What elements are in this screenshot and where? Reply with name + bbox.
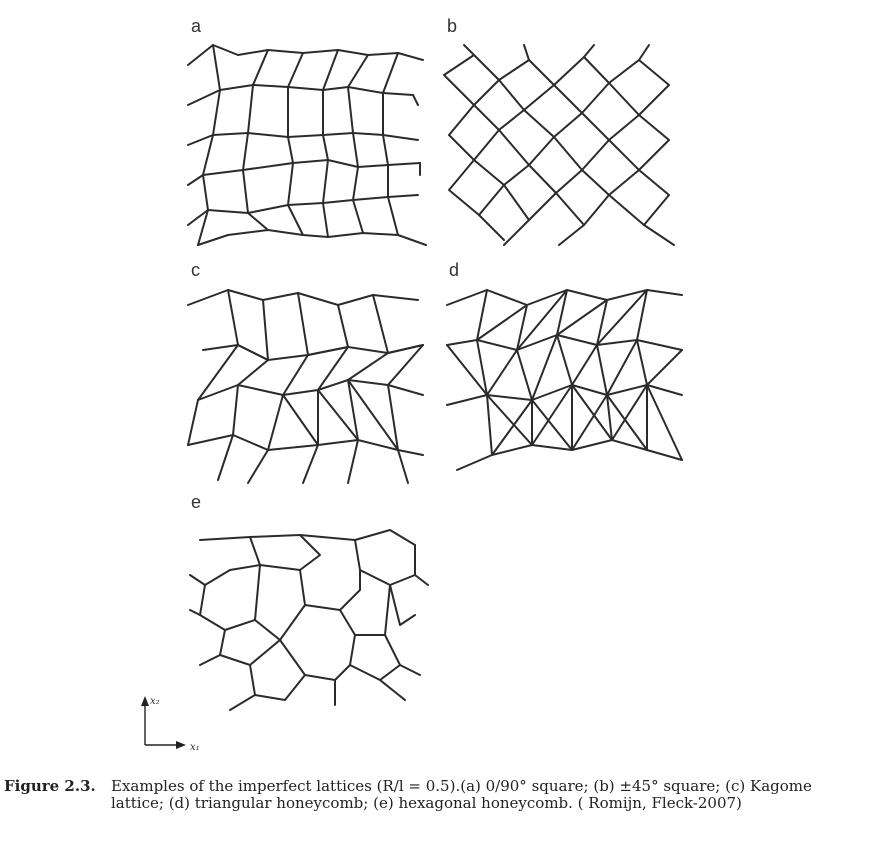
axis-indicator: x₂ x₁ — [141, 696, 200, 753]
lattice-kagome — [187, 289, 424, 484]
x2-label: x₂ — [150, 696, 160, 707]
figure-caption-text: Examples of the imperfect lattices (R/l … — [111, 777, 812, 812]
panel-label-b: b — [447, 16, 458, 36]
panel-label-e: e — [191, 492, 202, 512]
lattice-hexagonal — [189, 529, 429, 711]
lattice-square-0-90 — [187, 44, 427, 246]
x2-arrow-icon — [141, 696, 149, 706]
lattice-triangular — [446, 289, 683, 471]
x1-arrow-icon — [176, 741, 186, 749]
panel-label-c: c — [191, 260, 200, 280]
x1-label: x₁ — [190, 742, 200, 753]
panel-label-a: a — [191, 16, 202, 36]
lattice-square-45 — [443, 44, 675, 246]
figure-label: Figure 2.3. — [4, 777, 96, 795]
panel-label-d: d — [449, 260, 460, 280]
